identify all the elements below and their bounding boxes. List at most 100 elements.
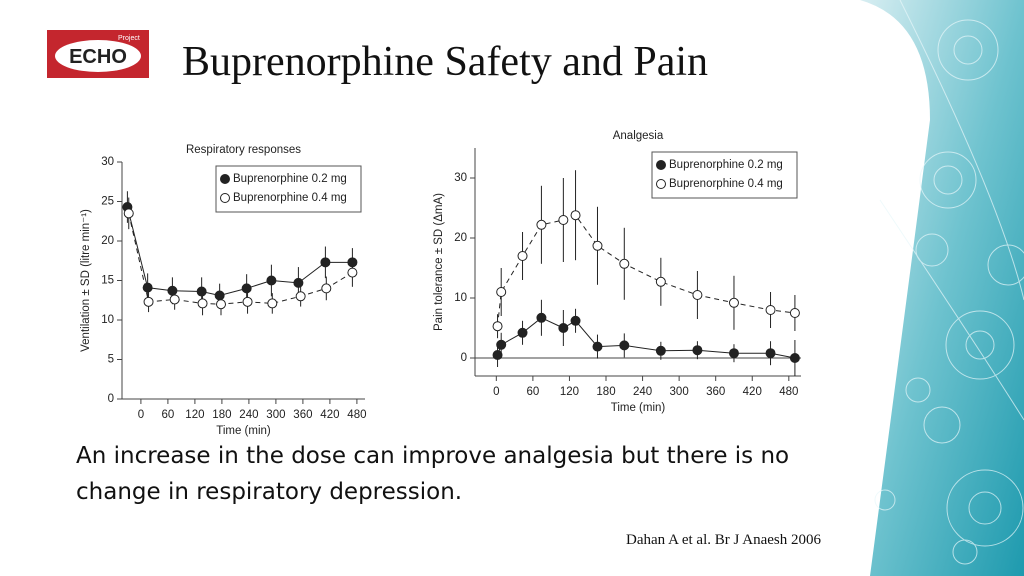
y-tick-label: 20 <box>101 235 114 247</box>
x-tick-label: 480 <box>779 386 798 398</box>
point <box>619 340 630 351</box>
legend-box <box>651 151 798 199</box>
x-tick-label: 360 <box>706 386 725 398</box>
point <box>789 353 800 363</box>
y-tick-label: 5 <box>108 354 114 366</box>
x-tick-label: 420 <box>743 386 762 398</box>
point <box>728 348 739 359</box>
series-line <box>497 317 796 359</box>
point <box>321 283 332 294</box>
point <box>496 287 507 297</box>
point <box>655 345 666 356</box>
series-line <box>126 206 353 297</box>
y-tick-label: 10 <box>101 314 114 326</box>
point <box>197 298 208 309</box>
point <box>728 297 739 308</box>
caption-box: An increase in the dose can improve anal… <box>76 443 790 505</box>
y-tick-label: 25 <box>101 196 114 208</box>
point <box>169 294 180 305</box>
x-tick-label: 300 <box>266 409 285 421</box>
point <box>655 276 666 287</box>
y-tick-label: 10 <box>454 292 467 304</box>
point <box>536 219 547 230</box>
x-tick-label: 180 <box>212 409 231 421</box>
point <box>558 323 569 333</box>
legend-box <box>215 165 362 213</box>
point <box>692 345 703 356</box>
logo-ellipse <box>55 40 141 72</box>
y-tick-label: 30 <box>454 172 467 184</box>
series-line <box>497 214 795 327</box>
chart-title: Analgesia <box>613 130 664 142</box>
point <box>242 296 253 307</box>
point <box>517 251 528 261</box>
x-tick-label: 60 <box>162 409 175 421</box>
x-tick-label: 120 <box>560 386 579 398</box>
point <box>536 312 547 323</box>
point <box>196 286 207 297</box>
y-tick-label: 15 <box>101 275 114 287</box>
legend-label: Buprenorphine 0.4 mg <box>669 178 783 190</box>
x-tick-label: 300 <box>670 386 689 398</box>
point <box>142 282 153 293</box>
legend-label: Buprenorphine 0.2 mg <box>233 173 347 185</box>
point <box>592 341 603 352</box>
point <box>558 215 569 225</box>
y-tick-label: 0 <box>108 393 114 405</box>
y-tick-label: 0 <box>461 352 467 364</box>
y-tick-label: 20 <box>454 232 467 244</box>
point <box>123 208 134 219</box>
point <box>765 348 776 359</box>
point <box>570 315 581 326</box>
citation: Dahan A et al. Br J Anaesh 2006 <box>626 532 821 548</box>
series-line <box>128 213 353 305</box>
point <box>320 257 331 268</box>
point <box>789 308 800 318</box>
x-tick-label: 0 <box>493 386 499 398</box>
y-tick-label: 30 <box>101 156 114 168</box>
logo-small: Project <box>118 35 140 42</box>
x-tick-label: 120 <box>185 409 204 421</box>
x-tick-label: 0 <box>138 409 144 421</box>
x-tick-label: 480 <box>347 409 366 421</box>
point <box>692 290 703 300</box>
logo-text: ECHO <box>69 46 127 68</box>
point <box>517 327 528 338</box>
point <box>496 339 507 350</box>
x-tick-label: 360 <box>293 409 312 421</box>
y-axis-label: Pain tolerance ± SD (ΔmA) <box>433 193 445 331</box>
point <box>266 275 277 286</box>
y-axis-label: Ventilation ± SD (litre min⁻¹) <box>80 209 92 352</box>
point <box>592 240 603 251</box>
x-tick-label: 60 <box>526 386 539 398</box>
x-tick-label: 240 <box>239 409 258 421</box>
point <box>570 210 581 221</box>
legend-marker <box>656 179 666 189</box>
point <box>492 350 503 360</box>
caption: An increase in the dose can improve anal… <box>76 443 790 505</box>
point <box>214 290 225 301</box>
point <box>293 277 304 288</box>
point <box>143 296 154 307</box>
point <box>295 291 306 302</box>
x-axis-label: Time (min) <box>611 402 666 414</box>
point <box>167 285 178 296</box>
x-tick-label: 240 <box>633 386 652 398</box>
x-axis-label: Time (min) <box>216 425 271 437</box>
chart-title: Respiratory responses <box>186 144 301 156</box>
point <box>241 283 252 294</box>
x-tick-label: 180 <box>596 386 615 398</box>
slide-title: Buprenorphine Safety and Pain <box>182 39 708 85</box>
point <box>267 298 278 309</box>
point <box>619 258 630 269</box>
decoration-circles <box>874 0 1024 565</box>
point <box>347 267 358 278</box>
point <box>765 305 776 315</box>
decoration <box>860 0 1024 576</box>
legend-marker <box>656 160 666 170</box>
legend-label: Buprenorphine 0.4 mg <box>233 192 347 204</box>
legend-label: Buprenorphine 0.2 mg <box>669 159 783 171</box>
point <box>216 299 226 310</box>
